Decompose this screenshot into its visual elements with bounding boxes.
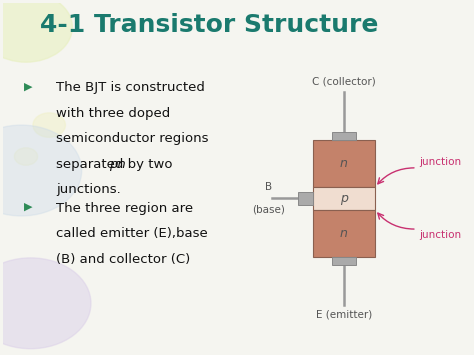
Text: semiconductor regions: semiconductor regions	[56, 132, 209, 146]
Text: junction: junction	[419, 230, 461, 240]
Text: (B) and collector (C): (B) and collector (C)	[56, 253, 191, 266]
Bar	[313, 210, 375, 257]
Text: n: n	[340, 227, 348, 240]
Bar	[298, 192, 313, 205]
Bar	[313, 140, 375, 187]
Bar	[332, 257, 356, 265]
Text: C (collector): C (collector)	[312, 77, 376, 87]
Text: separated by two: separated by two	[56, 158, 177, 171]
Text: p: p	[340, 192, 348, 205]
Circle shape	[14, 148, 37, 165]
Text: The BJT is constructed: The BJT is constructed	[56, 81, 205, 94]
Text: ▶: ▶	[24, 202, 32, 212]
Circle shape	[0, 258, 91, 349]
Text: 4-1 Transistor Structure: 4-1 Transistor Structure	[40, 13, 378, 37]
Text: ▶: ▶	[24, 81, 32, 91]
Circle shape	[0, 0, 73, 62]
Bar	[332, 132, 356, 140]
Text: The three region are: The three region are	[56, 202, 193, 215]
Text: n: n	[340, 157, 348, 170]
Text: junctions.: junctions.	[56, 184, 121, 196]
Text: pn: pn	[109, 158, 126, 171]
Text: with three doped: with three doped	[56, 107, 171, 120]
Circle shape	[0, 125, 82, 216]
Text: E (emitter): E (emitter)	[316, 309, 372, 319]
Text: (base): (base)	[252, 205, 285, 215]
Text: junction: junction	[419, 157, 461, 167]
Text: B: B	[265, 182, 272, 192]
Bar	[313, 187, 375, 210]
Circle shape	[33, 113, 65, 137]
Text: called emitter (E),base: called emitter (E),base	[56, 228, 208, 240]
